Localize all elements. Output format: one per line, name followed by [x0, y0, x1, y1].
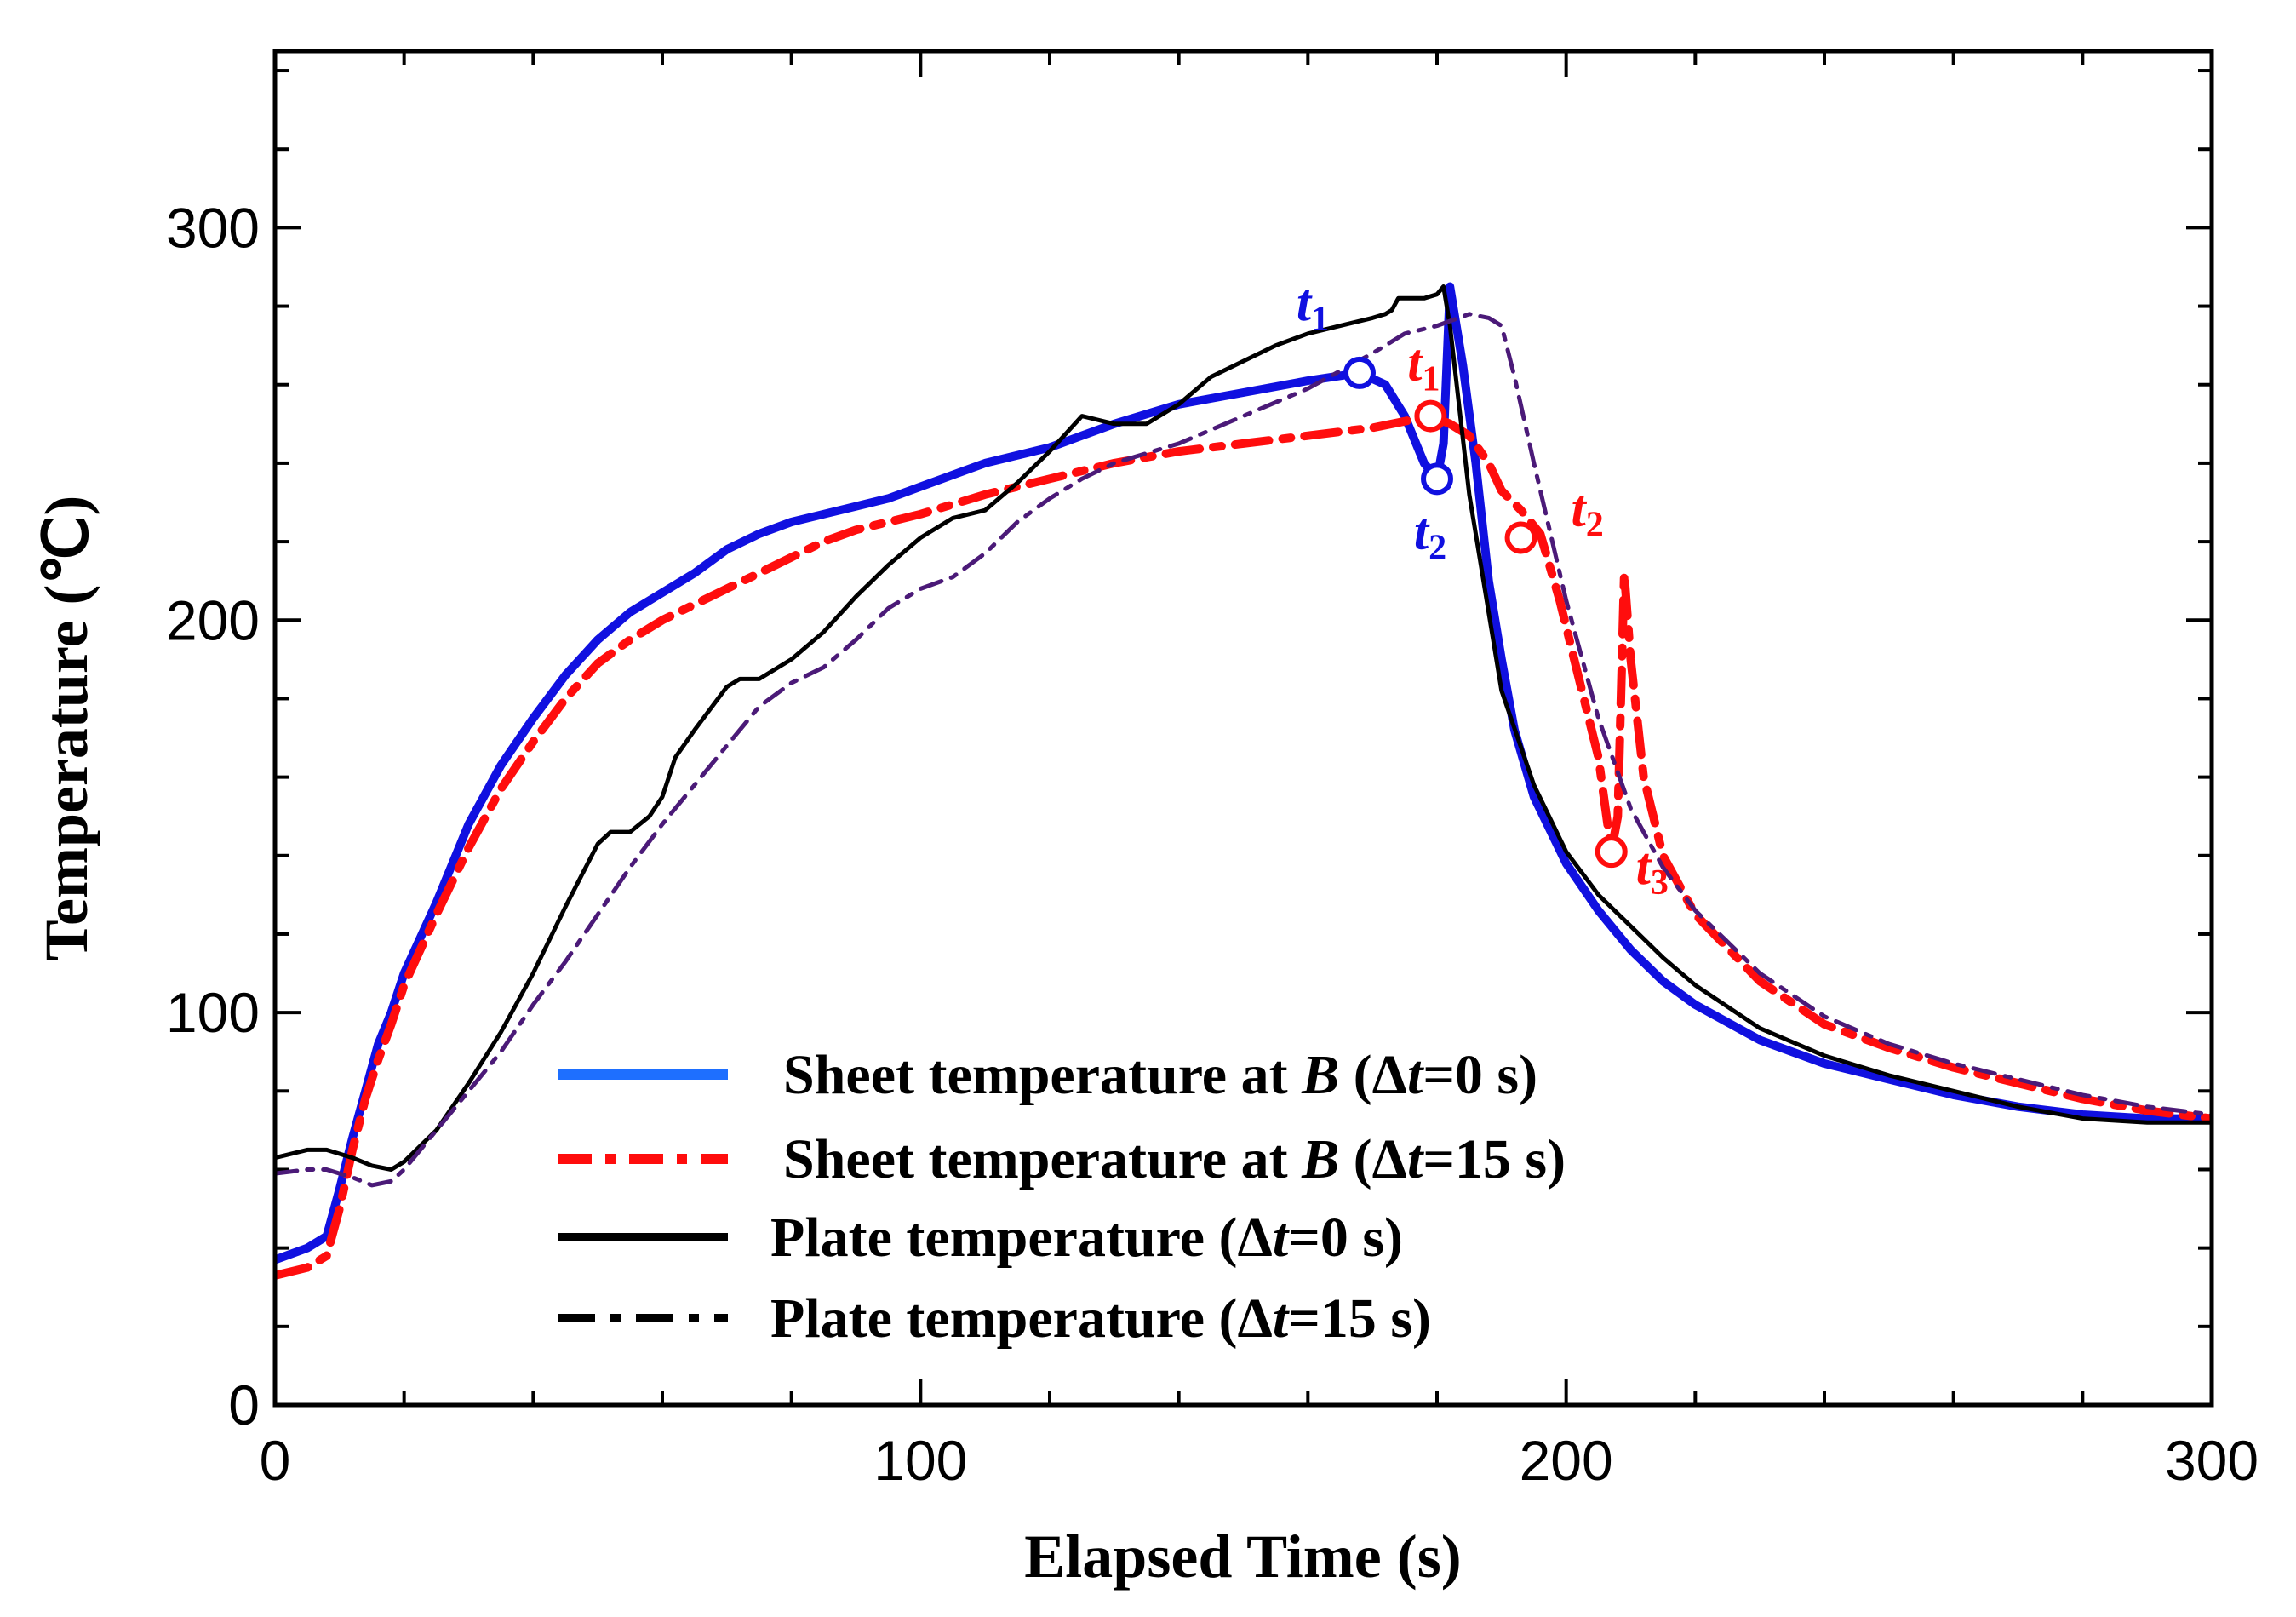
y-tick-label: 0	[228, 1373, 260, 1436]
event-label-sheet15-t3: t3	[1636, 838, 1669, 903]
x-tick-label: 100	[873, 1429, 967, 1492]
event-label-sheet0-t1: t1	[1297, 274, 1329, 339]
ticks-layer: 0 100 200 300 0 100 200 300	[166, 51, 2259, 1492]
legend-label-sheet15: Sheet temperature at B (Δt=15 s)	[783, 1128, 1566, 1190]
event-label-sheet0-t2: t2	[1414, 502, 1446, 567]
legend-label-plate15: Plate temperature (Δt=15 s)	[770, 1287, 1431, 1350]
event-label-sheet15-t1: t1	[1407, 335, 1440, 399]
markers-layer: t1 t2 t1 t2 t3	[1297, 274, 1669, 903]
event-label-sheet15-t2: t2	[1571, 479, 1603, 544]
y-tick-label: 300	[166, 196, 260, 259]
plot-frame	[272, 49, 2214, 1408]
event-marker-sheet15-t3	[1595, 835, 1628, 869]
event-marker-sheet0-t1	[1343, 356, 1376, 389]
x-axis-title: Elapsed Time (s)	[1024, 1522, 1461, 1591]
series-line-plate15	[275, 312, 2212, 1188]
x-tick-label: 200	[1520, 1429, 1613, 1492]
event-marker-sheet15-t1	[1414, 399, 1447, 433]
legend: Sheet temperature at B (Δt=0 s) Sheet tem…	[558, 1044, 1566, 1350]
y-axis-title: Temperature (℃)	[32, 496, 100, 961]
y-tick-label: 100	[166, 981, 260, 1044]
series-line-sheet15	[275, 411, 2212, 1280]
x-tick-label: 0	[260, 1429, 291, 1492]
x-tick-label: 300	[2165, 1429, 2259, 1492]
series-line-sheet0	[275, 282, 2212, 1264]
series-line-plate0	[275, 284, 2212, 1172]
legend-label-plate0: Plate temperature (Δt=0 s)	[770, 1207, 1403, 1269]
series-layer	[275, 282, 2212, 1280]
event-marker-sheet0-t2	[1421, 462, 1453, 496]
legend-label-sheet0: Sheet temperature at B (Δt=0 s)	[783, 1044, 1537, 1106]
y-tick-label: 200	[166, 588, 260, 651]
event-marker-sheet15-t2	[1504, 521, 1537, 554]
